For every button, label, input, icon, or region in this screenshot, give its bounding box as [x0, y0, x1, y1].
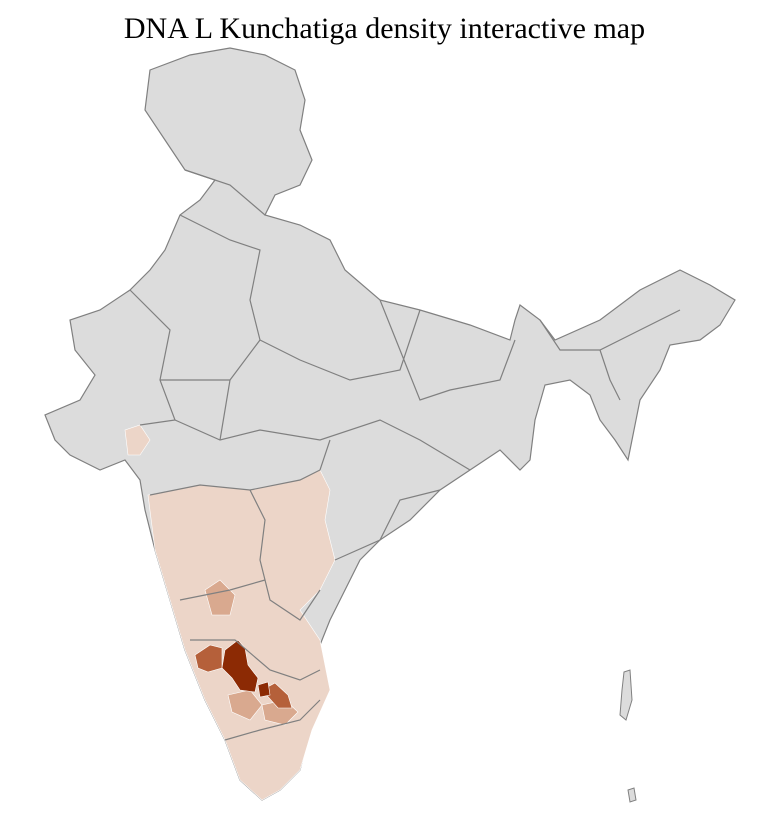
region-level-2-a[interactable]: [204, 579, 236, 616]
region-level-4-core[interactable]: [221, 639, 259, 693]
region-level-1-south[interactable]: [147, 469, 336, 801]
region-level-3-east[interactable]: [261, 682, 293, 709]
map-title: DNA L Kunchatiga density interactive map: [123, 12, 646, 45]
region-level-1-gujarat[interactable]: [124, 424, 151, 456]
andaman-islands[interactable]: [619, 669, 637, 803]
density-regions: [124, 424, 336, 801]
state-borders: [129, 169, 681, 741]
region-level-4-small[interactable]: [257, 681, 271, 698]
